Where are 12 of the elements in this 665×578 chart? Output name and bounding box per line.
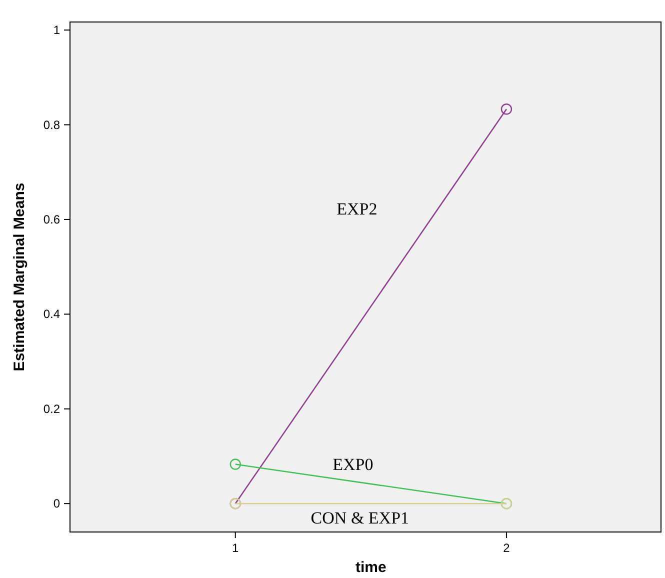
x-axis-title: time (356, 559, 386, 576)
series-label: EXP0 (332, 454, 374, 474)
y-tick-label: 0.6 (43, 212, 60, 226)
y-tick-label: 0.4 (43, 307, 60, 322)
y-tick-label: 0.2 (43, 402, 60, 416)
x-tick-label: 2 (503, 541, 510, 555)
y-tick-label: 0.8 (43, 118, 60, 132)
y-tick-label: 0 (53, 496, 60, 511)
y-tick-label: 1 (53, 23, 60, 38)
series-label: CON & EXP1 (310, 508, 410, 528)
y-axis-title: Estimated Marginal Means (11, 182, 28, 372)
text: EXP2 (336, 199, 378, 218)
